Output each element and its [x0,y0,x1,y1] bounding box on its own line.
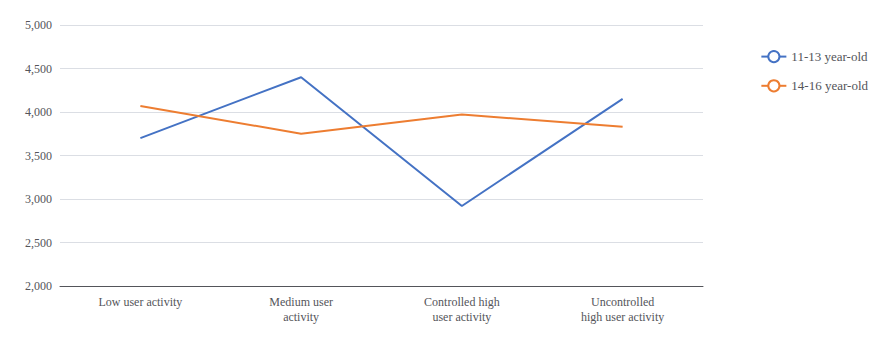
svg-text:Low user activity: Low user activity [98,295,182,309]
svg-text:activity: activity [283,310,319,324]
svg-text:Controlled high: Controlled high [424,295,500,309]
svg-text:4,000: 4,000 [25,105,52,119]
svg-text:high user activity: high user activity [581,310,664,324]
svg-text:5,000: 5,000 [25,18,52,32]
svg-text:Medium user: Medium user [269,295,333,309]
svg-text:Uncontrolled: Uncontrolled [591,295,654,309]
svg-text:11-13 year-old: 11-13 year-old [791,49,868,64]
svg-text:4,500: 4,500 [25,62,52,76]
svg-text:2,500: 2,500 [25,236,52,250]
svg-text:3,000: 3,000 [25,192,52,206]
svg-text:user activity: user activity [432,310,491,324]
svg-text:14-16 year-old: 14-16 year-old [791,78,868,93]
svg-text:3,500: 3,500 [25,149,52,163]
svg-text:2,000: 2,000 [25,279,52,293]
